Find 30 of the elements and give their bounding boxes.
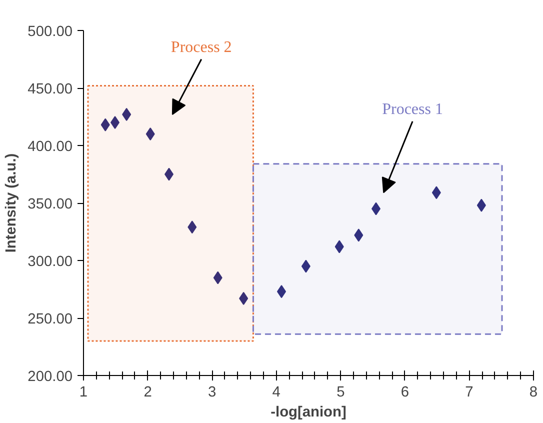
y-tick-label: 300.00: [28, 254, 72, 270]
x-tick-label: 4: [272, 384, 280, 400]
point: [354, 228, 364, 242]
point: [188, 220, 197, 234]
point: [239, 292, 248, 305]
x-tick-label: 8: [529, 384, 538, 400]
y-axis-title: Intensity (a.u.): [4, 153, 20, 253]
x-tick-label: 7: [465, 384, 474, 400]
x-tick-label: 1: [79, 384, 88, 400]
point: [146, 128, 155, 140]
band-label: Process 1: [382, 100, 443, 118]
y-tick-label: 400.00: [28, 139, 72, 155]
point: [301, 260, 310, 273]
y-tick-label: 450.00: [28, 82, 72, 98]
point: [334, 240, 344, 254]
y-tick-label: 500.00: [28, 24, 72, 40]
x-tick-label: 5: [336, 384, 345, 400]
point: [100, 118, 110, 132]
y-tick-label: 250.00: [28, 312, 72, 328]
y-tick-label: 200.00: [28, 369, 72, 385]
y-tick-label: 350.00: [28, 196, 72, 212]
point: [122, 108, 132, 121]
point: [432, 186, 441, 200]
x-tick-label: 3: [208, 384, 216, 400]
band-label: Process 2: [170, 38, 232, 56]
x-tick-label: 2: [144, 384, 152, 400]
point: [213, 271, 222, 284]
x-axis-title: -log[anion]: [270, 404, 346, 420]
x-tick-label: 6: [400, 384, 410, 400]
point: [476, 198, 486, 212]
